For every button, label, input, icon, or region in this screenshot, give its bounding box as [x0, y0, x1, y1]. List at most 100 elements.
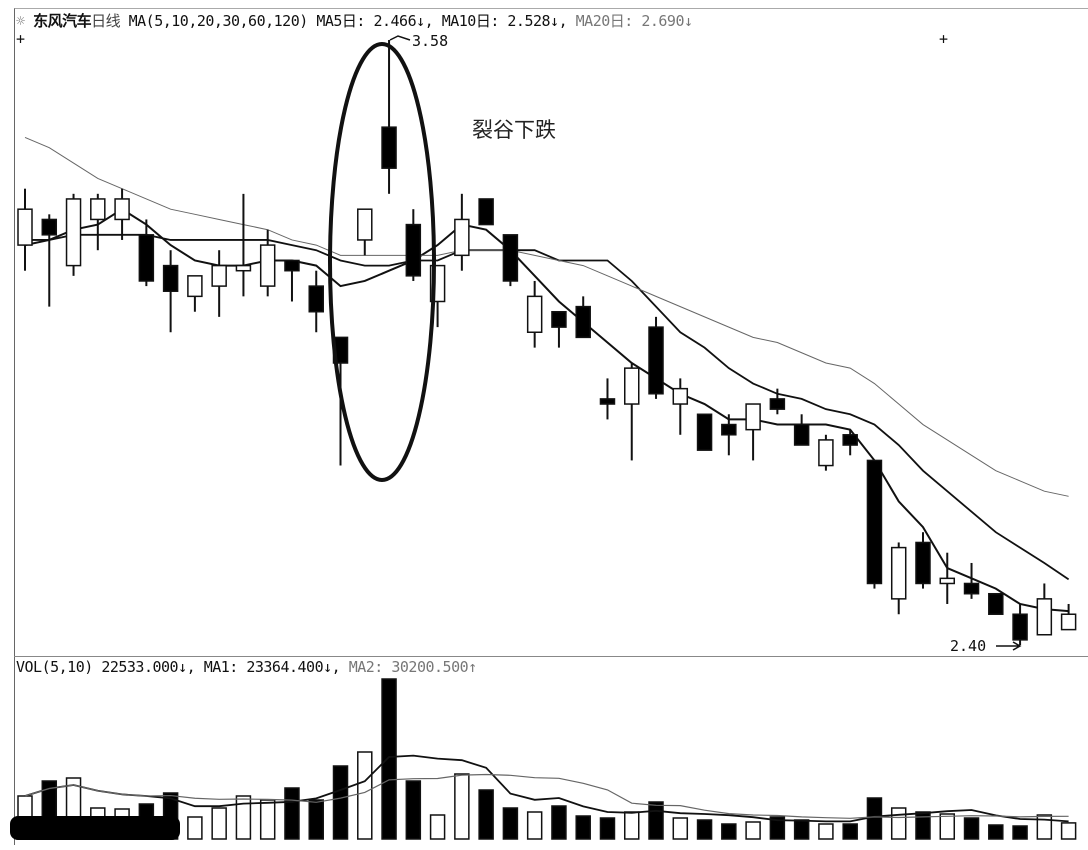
- candle: [745, 403, 761, 461]
- candle: [842, 429, 858, 456]
- ma-line-ma5: [24, 208, 1069, 613]
- crosshair-marker-right: +: [939, 30, 949, 48]
- ma5-value: 2.466↓,: [373, 12, 434, 30]
- vol-ma2-value: 30200.500↑: [391, 658, 477, 676]
- candle-body-up: [211, 264, 227, 287]
- ma-line-ma10: [25, 233, 1070, 581]
- volume-bar: [890, 807, 907, 840]
- candle-body-down: [866, 459, 883, 585]
- candle-body-up: [526, 295, 543, 333]
- crosshair-marker-left: +: [16, 30, 26, 48]
- vol-ma1-value: 23364.400↓,: [246, 658, 341, 676]
- volume-bar: [284, 787, 300, 840]
- volume-bar: [235, 795, 252, 840]
- candle-body-up: [624, 367, 640, 405]
- volume-bar: [672, 817, 689, 840]
- candle-body-down: [915, 541, 931, 585]
- ma-line-ma20: [24, 136, 1069, 497]
- candle: [90, 193, 106, 251]
- candle: [502, 234, 519, 287]
- ma10-value: 2.528↓,: [507, 12, 568, 30]
- candle: [211, 250, 227, 317]
- low-price-label: 2.40: [950, 637, 987, 655]
- candle-body-down: [793, 423, 810, 446]
- candle: [1012, 603, 1028, 645]
- candle-body-down: [648, 326, 664, 395]
- candle-body-down: [41, 218, 58, 236]
- volume-bar: [259, 799, 276, 840]
- volume-bar: [939, 813, 956, 840]
- vol-ma2-label: MA2:: [348, 658, 384, 676]
- candle: [648, 316, 664, 399]
- candle-body-down: [405, 223, 422, 277]
- candle-body-up: [890, 546, 907, 600]
- candle-body-up: [454, 218, 470, 257]
- candle: [454, 193, 470, 271]
- candle: [526, 280, 543, 348]
- candle: [1060, 603, 1077, 631]
- candle: [65, 193, 82, 276]
- candle-body-up: [90, 198, 106, 221]
- volume-bar: [381, 678, 397, 840]
- candle-body-down: [599, 398, 616, 405]
- volume-bar: [429, 814, 446, 840]
- settings-star-icon[interactable]: ☼: [16, 12, 25, 30]
- candle-body-down: [162, 264, 179, 292]
- candle-body-down: [138, 234, 155, 282]
- candle: [284, 259, 300, 302]
- volume-bar: [526, 811, 543, 840]
- volume-bar: [866, 797, 883, 840]
- volume-bar: [405, 780, 422, 840]
- candle-body-up: [1060, 613, 1077, 631]
- candle-body-up: [17, 208, 33, 246]
- panel-divider: [14, 656, 1088, 657]
- candle-body-up: [939, 577, 956, 585]
- candle: [551, 310, 567, 348]
- volume-bar: [454, 773, 470, 840]
- ma20-value: 2.690↓: [641, 12, 693, 30]
- candle-body-down: [551, 310, 567, 328]
- candle: [721, 414, 737, 456]
- candle-body-down: [1012, 613, 1028, 641]
- volume-bar: [793, 819, 810, 840]
- candle: [988, 592, 1004, 615]
- candle: [478, 198, 494, 226]
- volume-bar: [308, 799, 324, 840]
- candle-body-up: [259, 244, 276, 287]
- volume-bar: [502, 807, 519, 840]
- candle: [235, 193, 252, 297]
- volume-bar: [745, 821, 761, 840]
- volume-bar: [818, 823, 834, 840]
- candle-body-down: [381, 126, 397, 169]
- candle: [769, 388, 786, 415]
- candle: [939, 552, 956, 604]
- candle: [599, 378, 616, 420]
- candle: [114, 188, 130, 240]
- candle-body-down: [502, 234, 519, 282]
- candle: [1036, 583, 1053, 636]
- candle-body-up: [1036, 598, 1053, 636]
- candle: [575, 296, 591, 339]
- high-arrow: [389, 35, 411, 41]
- volume-bar: [842, 823, 858, 840]
- vol-label: VOL(5,10): [16, 658, 93, 676]
- volume-smudge: [10, 816, 180, 840]
- candle: [624, 363, 640, 461]
- volume-bar: [963, 817, 980, 840]
- period-label[interactable]: 日线: [91, 12, 121, 30]
- volume-header: VOL(5,10) 22533.000↓, MA1: 23364.400↓, M…: [16, 658, 477, 676]
- pattern-annotation: 裂谷下跌: [472, 118, 556, 142]
- candle: [672, 378, 689, 435]
- candle: [308, 270, 324, 333]
- ma5-label: MA5日:: [316, 12, 365, 30]
- candle: [696, 413, 713, 451]
- candle-body-down: [478, 198, 494, 226]
- ma10-label: MA10日:: [441, 12, 500, 30]
- volume-bar: [1060, 822, 1077, 840]
- volume-bar: [769, 816, 786, 840]
- candle: [405, 209, 422, 281]
- high-price-label: 3.58: [412, 32, 449, 50]
- candle: [963, 562, 980, 599]
- candle-body-up: [65, 198, 82, 267]
